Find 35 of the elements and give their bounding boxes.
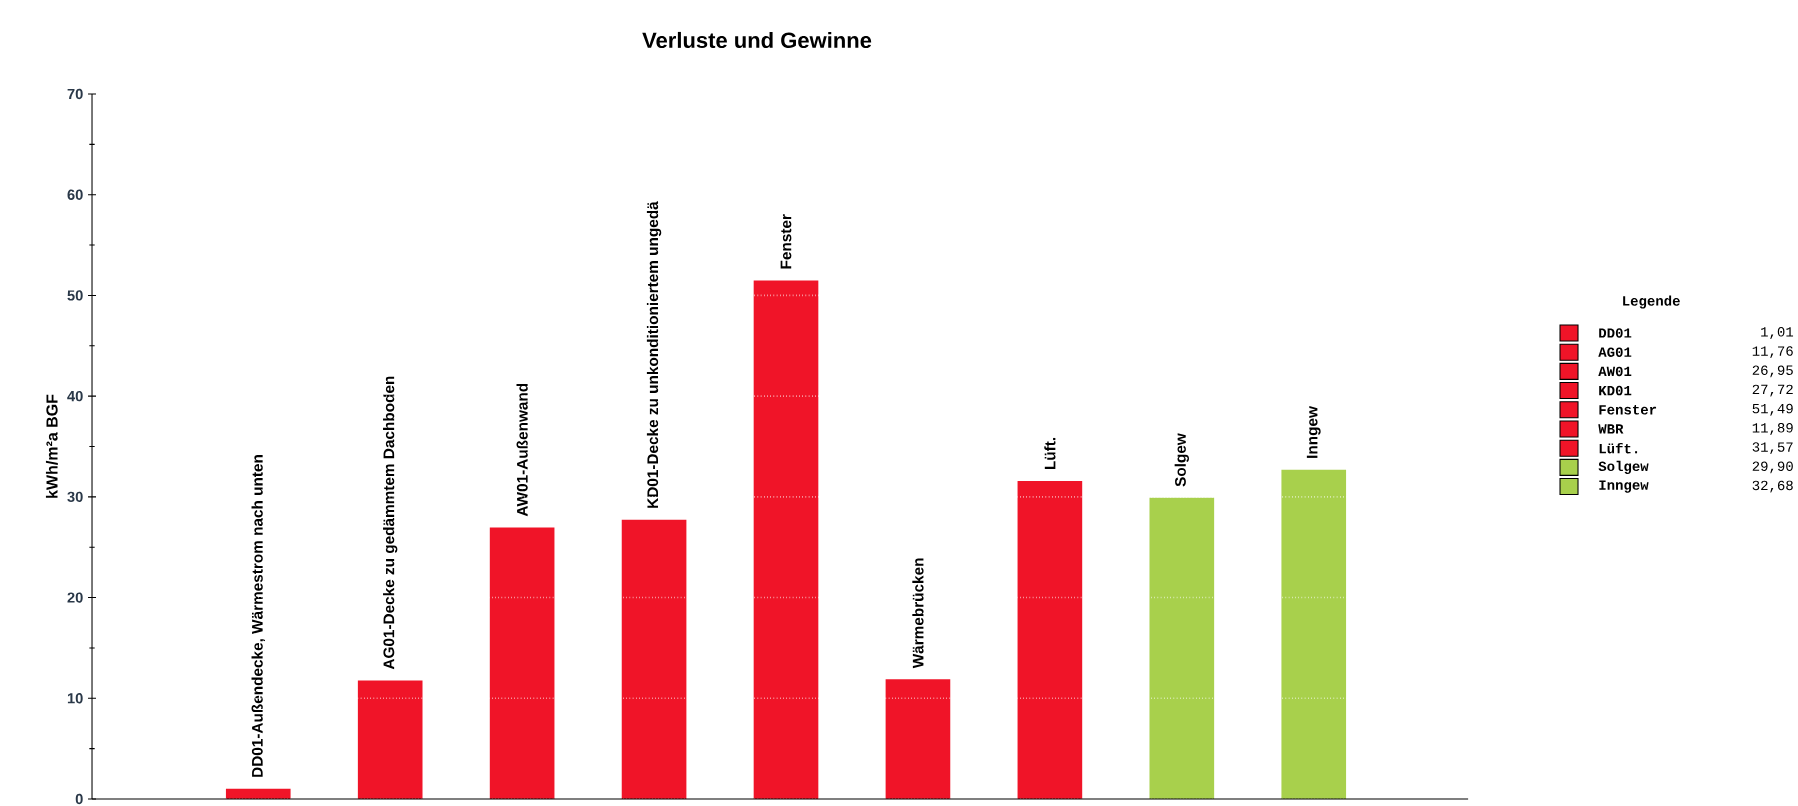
x-tick-label: Inngew xyxy=(1306,406,1321,458)
y-tick-label: 60 xyxy=(67,189,83,200)
y-tick-label: 10 xyxy=(67,693,83,704)
y-tick-label: 50 xyxy=(67,290,83,301)
y-axis-title: kWh/m²a BGF xyxy=(45,394,58,498)
x-tick-label: AW01-Außenwand xyxy=(516,383,528,517)
chart-title: Verluste und Gewinne xyxy=(642,31,872,49)
legend-label: Inngew xyxy=(1599,480,1649,493)
text: 51,49 xyxy=(1752,403,1793,416)
legend-title: Legende xyxy=(1623,295,1680,309)
x-tick-label: KD01-Decke zu unkonditioniertem ungedä xyxy=(646,201,662,508)
legend-label: KD01 xyxy=(1599,385,1632,396)
legend-label: WBR xyxy=(1598,424,1624,434)
text: 1,01 xyxy=(1761,327,1794,339)
text: 31,57 xyxy=(1752,442,1793,455)
x-tick-label: Wärmebrücken xyxy=(912,558,924,669)
legend-label: Fenster xyxy=(1599,405,1657,415)
x-tick-label: Lüft. xyxy=(1044,437,1056,470)
text: 32,68 xyxy=(1752,480,1793,493)
text: 11,89 xyxy=(1752,423,1793,435)
y-tick-label: 0 xyxy=(75,793,83,805)
x-tick-label: AG01-Decke zu gedämmtem Dachboden xyxy=(383,376,398,670)
x-tick-label: DD01-Außendecke, Wärmestrom nach unten xyxy=(251,455,265,777)
y-tick-label: 70 xyxy=(67,88,83,100)
x-tick-label: Solgew xyxy=(1174,433,1189,487)
text: 26,95 xyxy=(1752,365,1793,378)
legend-label: DD01 xyxy=(1599,328,1632,338)
y-tick-label: 20 xyxy=(67,592,83,603)
y-tick-label: 40 xyxy=(67,390,83,402)
legend-label: AG01 xyxy=(1598,347,1632,357)
text: 27,72 xyxy=(1752,384,1793,397)
text: 29,90 xyxy=(1752,461,1793,474)
text: 11,76 xyxy=(1752,346,1793,359)
legend-label: AW01 xyxy=(1598,366,1632,377)
y-tick-label: 30 xyxy=(67,491,83,503)
